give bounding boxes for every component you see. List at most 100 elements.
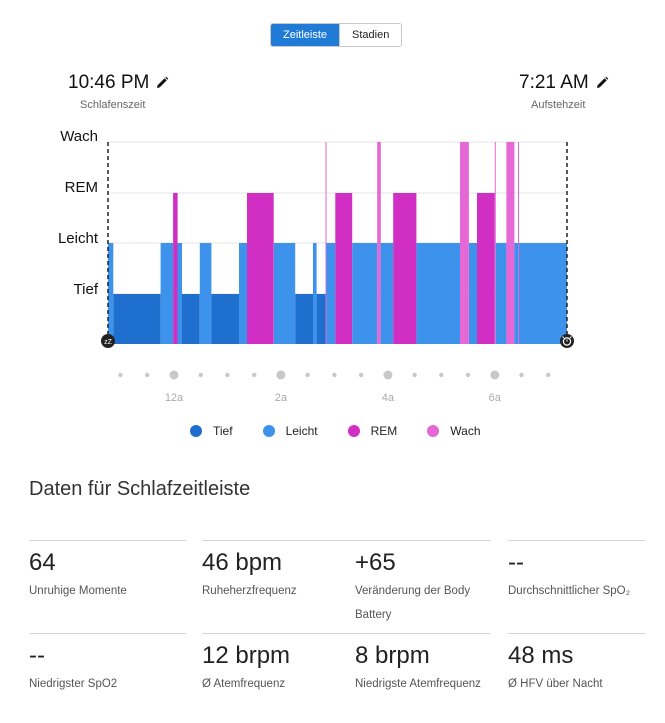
time-axis: 12a 2a 4a 6a [118, 370, 551, 404]
wake-label: Aufstehzeit [531, 99, 586, 111]
metric-label: Ruheherzfrequenz [202, 585, 297, 597]
stage-segment-leicht [199, 243, 212, 344]
y-label-wach: Wach [60, 128, 98, 145]
stage-segment-leicht [469, 243, 477, 344]
sleep-hypnogram: zZ 12a 2a 4a 6a [101, 141, 574, 404]
stage-segment-rem [335, 193, 353, 344]
metric-lowest-breathing: 8 brpm Niedrigste Atemfrequenz [355, 633, 491, 696]
stage-segment-leicht [160, 243, 174, 344]
stage-segment-tief [211, 294, 239, 344]
edit-bedtime-icon[interactable] [155, 76, 169, 90]
metric-value: 12 brpm [202, 642, 291, 669]
edit-wake-icon[interactable] [595, 76, 609, 90]
metric-label: Niedrigster SpO2 [29, 678, 118, 690]
chart-legend: Tief Leicht REM Wach [190, 424, 511, 438]
bedtime-label: Schlafenszeit [80, 99, 146, 111]
y-label-leicht: Leicht [57, 230, 98, 247]
stage-segment-tief [182, 294, 200, 344]
legend-item-tief: Tief [190, 424, 233, 438]
metric-value: 8 brpm [355, 642, 430, 669]
stage-segment-leicht [495, 243, 507, 344]
stage-segment-wach [325, 142, 327, 344]
metric-body-battery: +65 Veränderung der Body Battery [355, 540, 491, 627]
stage-segment-leicht [239, 243, 247, 344]
time-tick-label: 2a [275, 392, 288, 404]
metric-label: Ø Atemfrequenz [202, 678, 286, 690]
stage-segment-leicht [313, 243, 317, 344]
legend-item-wach: Wach [427, 424, 481, 438]
stage-segment-leicht [416, 243, 461, 344]
legend-item-rem: REM [347, 424, 398, 438]
time-minor-tick [439, 372, 444, 378]
time-minor-tick [412, 372, 417, 378]
legend-label-rem: REM [370, 424, 398, 438]
legend-item-leicht: Leicht [262, 424, 318, 438]
stage-segment-leicht [518, 243, 567, 344]
y-label-rem: REM [64, 179, 98, 196]
metric-value: +65 [355, 549, 396, 576]
stage-segment-leicht [380, 243, 394, 344]
time-minor-tick [519, 372, 524, 378]
section-title: Daten für Schlafzeitleiste [29, 478, 251, 500]
stage-segment-leicht [108, 243, 114, 344]
legend-dot-tief [190, 425, 202, 437]
time-minor-tick [465, 372, 471, 378]
stage-segment-wach [506, 142, 515, 344]
stage-segment-tief [295, 294, 313, 344]
time-minor-tick [305, 372, 310, 378]
alarm-clock-icon [560, 334, 574, 348]
time-minor-tick [332, 372, 337, 378]
stage-segment-tief [113, 294, 161, 344]
time-minor-tick [546, 372, 551, 378]
legend-dot-rem [347, 425, 360, 437]
legend-label-tief: Tief [213, 424, 233, 438]
time-tick-label: 12a [165, 392, 184, 404]
stage-segment-wach [494, 142, 496, 344]
metric-hrv: 48 ms Ø HFV über Nacht [508, 633, 645, 696]
stage-segment-rem [393, 193, 417, 344]
time-minor-tick [252, 372, 257, 378]
metric-lowest-spo2: -- Niedrigster SpO2 [29, 633, 186, 696]
metric-avg-spo2: -- Durchschnittlicher SpO₂ [508, 540, 645, 603]
stage-segment-tief [316, 294, 326, 344]
stage-segment-leicht [326, 243, 336, 344]
stage-segment-rem [173, 193, 178, 344]
stage-segment-wach [518, 142, 519, 344]
sleep-start-icon: zZ [101, 334, 115, 348]
metric-value: -- [508, 549, 524, 576]
legend-label-leicht: Leicht [285, 424, 318, 438]
time-tick-label: 4a [382, 392, 395, 404]
time-major-tick [276, 370, 286, 380]
time-minor-tick [225, 372, 230, 378]
time-minor-tick [358, 372, 364, 378]
wake-value: 7:21 AM [519, 72, 589, 93]
metric-value: 48 ms [508, 642, 574, 669]
stage-segment-rem [477, 193, 495, 344]
time-major-tick [383, 370, 393, 380]
legend-dot-leicht [262, 425, 275, 437]
metric-label: Unruhige Momente [29, 585, 127, 597]
metric-label: Durchschnittlicher SpO₂ [508, 585, 631, 597]
stage-segment-leicht [273, 243, 296, 344]
legend-dot-wach [427, 425, 440, 437]
metric-label: Veränderung der Body Battery [355, 585, 471, 621]
tab-zeitleiste[interactable]: Zeitleiste [271, 24, 340, 46]
stage-segment-leicht [514, 243, 518, 344]
time-major-tick [490, 370, 500, 380]
metric-value: 46 bpm [202, 549, 283, 576]
stage-segments [108, 142, 567, 344]
time-tick-label: 6a [489, 392, 502, 404]
stage-segment-rem [247, 193, 274, 344]
time-minor-tick [145, 372, 150, 378]
time-minor-tick [198, 372, 203, 378]
y-label-tief: Tief [73, 281, 98, 298]
metric-label: Ø HFV über Nacht [508, 678, 603, 690]
metric-label: Niedrigste Atemfrequenz [355, 678, 481, 690]
wake-display: 7:21 AM [519, 72, 609, 94]
stage-segment-wach [377, 142, 381, 344]
tab-stadien[interactable]: Stadien [339, 24, 402, 46]
svg-text:zZ: zZ [104, 339, 113, 346]
metric-avg-breathing: 12 brpm Ø Atemfrequenz [202, 633, 359, 696]
metric-unruhige-momente: 64 Unruhige Momente [29, 540, 186, 603]
metric-value: -- [29, 642, 45, 669]
